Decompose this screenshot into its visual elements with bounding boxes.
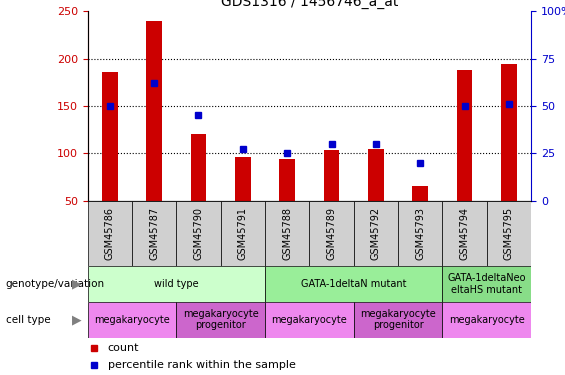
Text: megakaryocyte: megakaryocyte (271, 315, 347, 325)
Text: megakaryocyte
progenitor: megakaryocyte progenitor (360, 309, 436, 330)
Bar (412, 186, 428, 201)
Text: count: count (107, 343, 139, 353)
Text: genotype/variation: genotype/variation (6, 279, 105, 289)
Title: GDS1316 / 1456746_a_at: GDS1316 / 1456746_a_at (221, 0, 398, 9)
FancyBboxPatch shape (442, 302, 531, 338)
Bar (146, 21, 162, 201)
FancyBboxPatch shape (88, 266, 265, 302)
Text: percentile rank within the sample: percentile rank within the sample (107, 360, 295, 369)
Text: ▶: ▶ (72, 313, 82, 326)
Text: cell type: cell type (6, 315, 50, 325)
FancyBboxPatch shape (88, 201, 132, 266)
FancyBboxPatch shape (220, 201, 265, 266)
FancyBboxPatch shape (310, 201, 354, 266)
Bar (501, 64, 516, 201)
FancyBboxPatch shape (88, 302, 176, 338)
Bar (102, 72, 118, 201)
Bar (368, 150, 384, 201)
FancyBboxPatch shape (176, 302, 265, 338)
FancyBboxPatch shape (398, 201, 442, 266)
Text: wild type: wild type (154, 279, 198, 289)
Text: GSM45791: GSM45791 (238, 207, 248, 260)
Text: GSM45788: GSM45788 (282, 207, 292, 260)
FancyBboxPatch shape (442, 266, 531, 302)
FancyBboxPatch shape (132, 201, 176, 266)
Text: megakaryocyte: megakaryocyte (449, 315, 525, 325)
Text: GATA-1deltaN mutant: GATA-1deltaN mutant (301, 279, 406, 289)
Text: GSM45790: GSM45790 (193, 207, 203, 260)
FancyBboxPatch shape (442, 201, 487, 266)
Text: GSM45792: GSM45792 (371, 207, 381, 260)
FancyBboxPatch shape (354, 201, 398, 266)
FancyBboxPatch shape (176, 201, 220, 266)
FancyBboxPatch shape (354, 302, 442, 338)
Text: GSM45787: GSM45787 (149, 207, 159, 260)
Bar (324, 150, 339, 201)
Text: GSM45789: GSM45789 (327, 207, 337, 260)
FancyBboxPatch shape (265, 266, 442, 302)
Bar (235, 157, 250, 201)
Bar (280, 159, 295, 201)
FancyBboxPatch shape (265, 302, 354, 338)
FancyBboxPatch shape (487, 201, 531, 266)
Text: GATA-1deltaNeo
eltaHS mutant: GATA-1deltaNeo eltaHS mutant (447, 273, 526, 295)
Text: GSM45795: GSM45795 (504, 207, 514, 260)
Text: megakaryocyte: megakaryocyte (94, 315, 170, 325)
FancyBboxPatch shape (265, 201, 310, 266)
Bar (191, 134, 206, 201)
Text: ▶: ▶ (72, 278, 82, 291)
Text: GSM45793: GSM45793 (415, 207, 425, 260)
Text: GSM45794: GSM45794 (459, 207, 470, 260)
Bar (457, 70, 472, 201)
Text: GSM45786: GSM45786 (105, 207, 115, 260)
Text: megakaryocyte
progenitor: megakaryocyte progenitor (182, 309, 259, 330)
